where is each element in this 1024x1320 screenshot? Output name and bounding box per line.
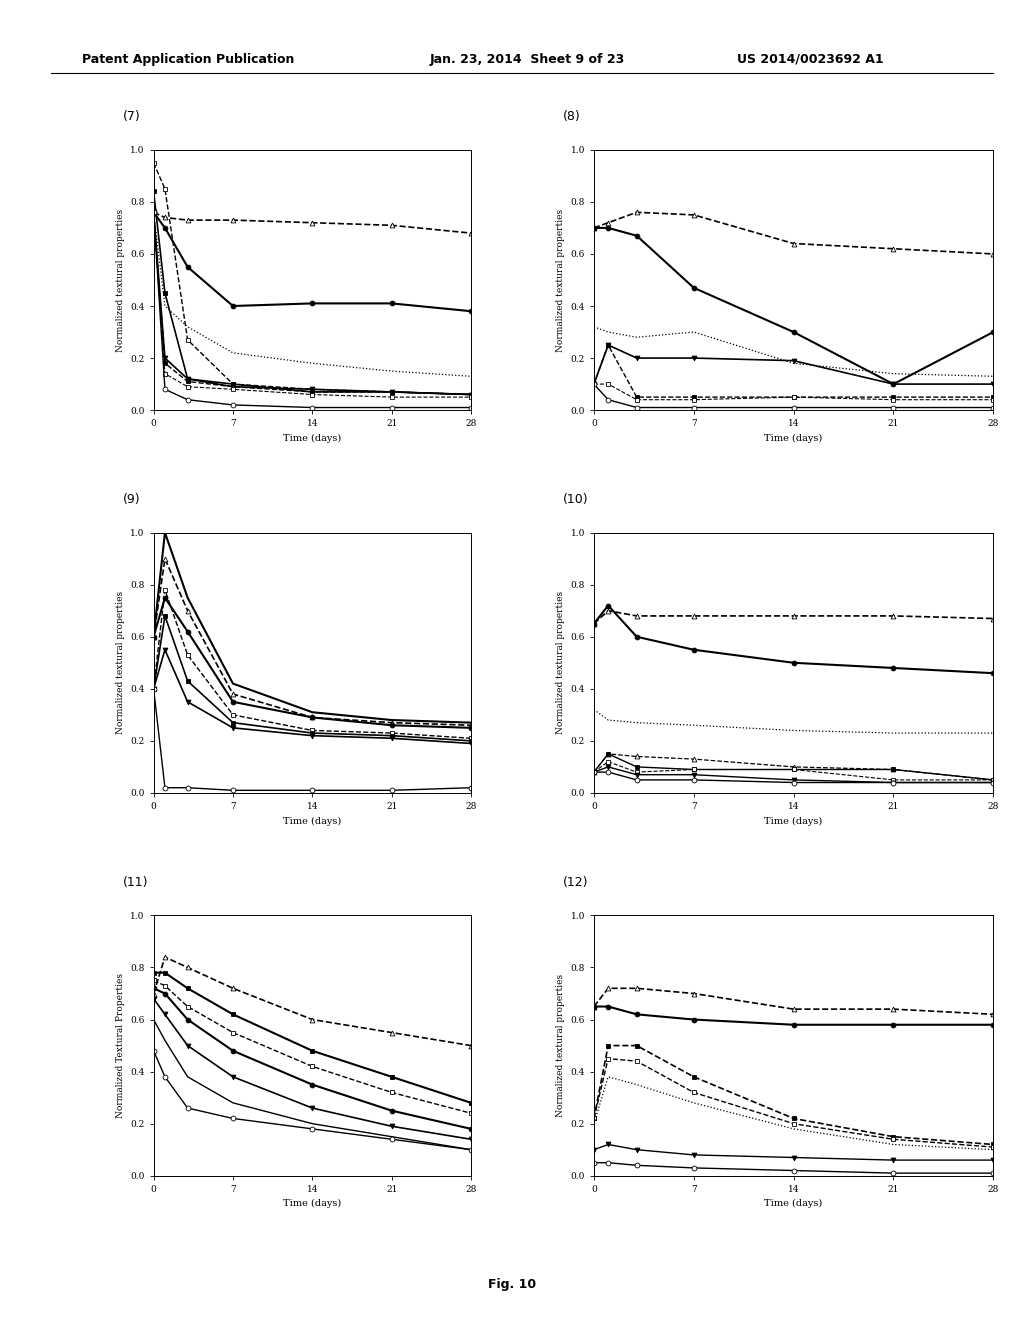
Text: (12): (12): [563, 876, 589, 890]
Text: (7): (7): [123, 111, 140, 123]
Y-axis label: Normalized Textural Properties: Normalized Textural Properties: [116, 973, 125, 1118]
Text: Jan. 23, 2014  Sheet 9 of 23: Jan. 23, 2014 Sheet 9 of 23: [430, 53, 626, 66]
X-axis label: Time (days): Time (days): [284, 817, 341, 825]
Text: Patent Application Publication: Patent Application Publication: [82, 53, 294, 66]
Text: (9): (9): [123, 494, 140, 506]
Text: (11): (11): [123, 876, 148, 890]
Y-axis label: Normalized textural properties: Normalized textural properties: [556, 974, 565, 1117]
X-axis label: Time (days): Time (days): [765, 1200, 822, 1208]
X-axis label: Time (days): Time (days): [765, 434, 822, 442]
Text: (8): (8): [563, 111, 581, 123]
X-axis label: Time (days): Time (days): [284, 434, 341, 442]
Text: (10): (10): [563, 494, 589, 506]
Text: Fig. 10: Fig. 10: [488, 1278, 536, 1291]
X-axis label: Time (days): Time (days): [284, 1200, 341, 1208]
X-axis label: Time (days): Time (days): [765, 817, 822, 825]
Y-axis label: Normalized textural properties: Normalized textural properties: [116, 591, 125, 734]
Y-axis label: Normalized textural properties: Normalized textural properties: [116, 209, 125, 351]
Y-axis label: Normalized textural properties: Normalized textural properties: [556, 591, 565, 734]
Text: US 2014/0023692 A1: US 2014/0023692 A1: [737, 53, 884, 66]
Y-axis label: Normalized textural properties: Normalized textural properties: [556, 209, 565, 351]
